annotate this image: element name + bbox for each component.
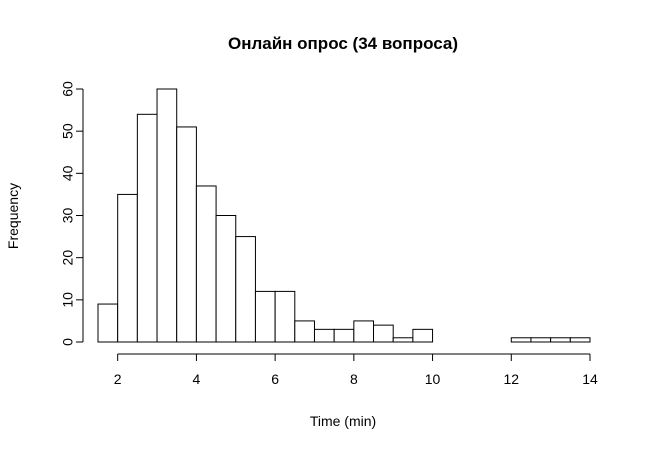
x-tick-label: 2 bbox=[114, 371, 122, 387]
y-tick-label: 10 bbox=[60, 292, 76, 308]
chart-title: Онлайн опрос (34 вопроса) bbox=[228, 34, 458, 53]
histogram-bars bbox=[97, 88, 591, 343]
y-axis: 0 10 20 30 40 50 60 bbox=[60, 81, 84, 346]
x-axis-label: Time (min) bbox=[310, 413, 376, 429]
histogram-bar bbox=[550, 337, 571, 343]
y-tick-label: 50 bbox=[60, 123, 76, 139]
histogram-bar bbox=[510, 337, 532, 343]
x-axis: 2 4 6 8 10 12 14 bbox=[114, 353, 598, 387]
x-tick-label: 6 bbox=[271, 371, 279, 387]
histogram-bar bbox=[156, 88, 178, 343]
histogram-bar bbox=[373, 324, 394, 343]
histogram-bar bbox=[117, 193, 138, 343]
histogram-bar bbox=[313, 328, 335, 343]
y-tick-label: 20 bbox=[60, 250, 76, 266]
histogram-bar bbox=[215, 215, 237, 343]
x-tick-label: 14 bbox=[582, 371, 598, 387]
y-tick-label: 30 bbox=[60, 208, 76, 224]
histogram-bar bbox=[569, 337, 591, 343]
x-tick-label: 10 bbox=[425, 371, 441, 387]
histogram-bar bbox=[274, 290, 296, 343]
y-axis-label: Frequency bbox=[5, 183, 21, 249]
y-tick-label: 0 bbox=[60, 338, 76, 346]
histogram-bar bbox=[195, 185, 217, 343]
histogram-bar bbox=[333, 328, 355, 343]
x-tick-label: 8 bbox=[350, 371, 358, 387]
histogram-bar bbox=[254, 290, 276, 343]
histogram-bar bbox=[235, 236, 256, 343]
x-tick-label: 4 bbox=[193, 371, 201, 387]
x-tick-label: 12 bbox=[503, 371, 519, 387]
histogram-bar bbox=[530, 337, 552, 343]
histogram-bar bbox=[392, 337, 414, 343]
y-tick-label: 40 bbox=[60, 165, 76, 181]
histogram-bar bbox=[294, 320, 315, 343]
y-tick-label: 60 bbox=[60, 81, 76, 97]
histogram-bar bbox=[353, 320, 375, 343]
histogram-bar bbox=[176, 126, 197, 343]
histogram-bar bbox=[412, 328, 434, 343]
histogram-bar bbox=[97, 303, 119, 343]
histogram-bar bbox=[136, 113, 158, 343]
